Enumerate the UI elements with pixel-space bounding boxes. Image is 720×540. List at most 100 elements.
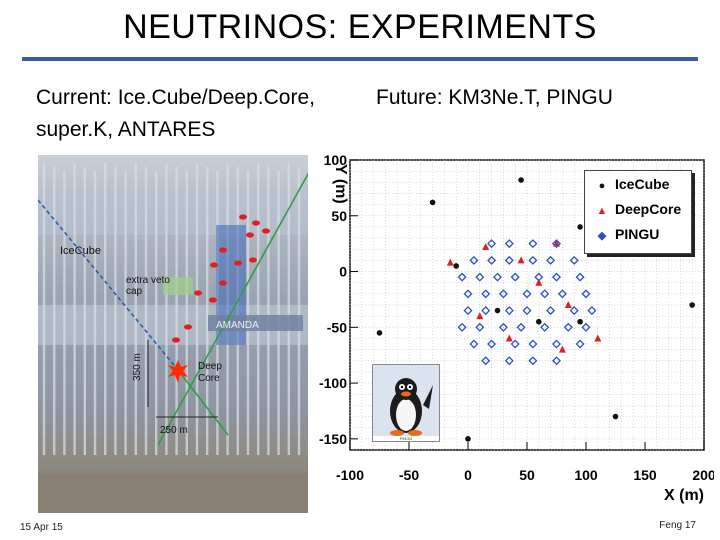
pingu-point bbox=[516, 322, 526, 332]
penguin-caption: PINGU bbox=[373, 436, 439, 441]
dom-hit bbox=[219, 247, 227, 253]
pingu-point bbox=[522, 306, 532, 316]
slide-title: NEUTRINOS: EXPERIMENTS bbox=[123, 8, 597, 46]
bullet-future-experiments: Future: KM3Ne.T, PINGU bbox=[376, 86, 613, 109]
pingu-point bbox=[551, 239, 562, 249]
veto-cap-region bbox=[163, 277, 193, 295]
icecube-point bbox=[612, 413, 619, 420]
pingu-point bbox=[522, 289, 532, 299]
dom-hit bbox=[219, 280, 227, 286]
pingu-penguin-image: PINGU bbox=[372, 364, 440, 442]
x-tick-label: 150 bbox=[633, 467, 657, 483]
legend-deepcore: ▲ DeepCore bbox=[595, 199, 682, 219]
icecube-point bbox=[689, 302, 695, 308]
label-veto-cap: extra veto cap bbox=[126, 275, 170, 297]
y-tick-label: 100 bbox=[324, 152, 348, 168]
x-axis-label: X (m) bbox=[664, 487, 704, 504]
deepcore-point bbox=[482, 243, 490, 250]
label-amanda: AMANDA bbox=[216, 320, 259, 331]
pingu-point bbox=[528, 339, 538, 349]
pingu-point bbox=[463, 306, 473, 316]
legend-pingu: ◆ PINGU bbox=[595, 224, 660, 244]
penguin-icon bbox=[390, 378, 433, 436]
dom-hit bbox=[252, 220, 260, 226]
pingu-point bbox=[463, 289, 473, 299]
pingu-point bbox=[504, 306, 514, 316]
footer-page-number: Feng 17 bbox=[659, 520, 696, 531]
dom-hit bbox=[210, 262, 218, 268]
y-axis-label: Y (m) bbox=[332, 164, 349, 204]
dom-hit bbox=[172, 337, 180, 343]
detector-drawing bbox=[38, 163, 308, 513]
plot-legend: ● IceCube ▲ DeepCore ◆ PINGU bbox=[584, 170, 692, 254]
icecube-point bbox=[465, 436, 471, 442]
y-tick-label: -100 bbox=[319, 375, 347, 391]
pingu-point bbox=[481, 356, 491, 366]
y-tick-label: -50 bbox=[327, 319, 347, 335]
pingu-point bbox=[498, 322, 508, 332]
pingu-point bbox=[504, 356, 514, 366]
pingu-point bbox=[540, 289, 550, 299]
muon-track bbox=[157, 172, 308, 446]
pingu-point bbox=[575, 272, 585, 282]
pingu-point bbox=[528, 356, 538, 366]
deepcore-point bbox=[535, 278, 543, 286]
circle-marker-icon: ● bbox=[598, 180, 606, 192]
plot-svg: -100 -50 0 50 100 150 200 -150 -100 -50 0 50 100 X (m… bbox=[319, 152, 714, 504]
pingu-point bbox=[528, 255, 538, 265]
pingu-point bbox=[487, 255, 497, 265]
y-tick-label: -150 bbox=[319, 431, 347, 447]
incoming-neutrino-track bbox=[38, 199, 179, 371]
pingu-point bbox=[546, 255, 556, 265]
deepcore-point bbox=[517, 256, 525, 264]
pingu-point bbox=[528, 239, 538, 249]
icecube-point bbox=[577, 224, 583, 230]
diamond-marker-icon: ◆ bbox=[597, 230, 607, 242]
x-tick-label: 100 bbox=[574, 467, 598, 483]
x-tick-label: -50 bbox=[399, 467, 419, 483]
pingu-point bbox=[551, 272, 562, 282]
dom-hit bbox=[184, 324, 192, 330]
pingu-point bbox=[457, 272, 467, 282]
pingu-point bbox=[510, 339, 520, 349]
dom-hit bbox=[249, 257, 257, 263]
bullet-current-experiments: Current: Ice.Cube/Deep.Core, super.K, AN… bbox=[36, 86, 315, 141]
y-tick-label: 0 bbox=[339, 264, 347, 280]
x-tick-label: 0 bbox=[464, 467, 472, 483]
pingu-point bbox=[581, 322, 591, 332]
pingu-point bbox=[587, 306, 597, 316]
pingu-point bbox=[481, 306, 491, 316]
amanda-band bbox=[208, 315, 303, 331]
icecube-point bbox=[429, 199, 436, 206]
icecube-point bbox=[536, 318, 542, 325]
icecube-detector-illustration: IceCube extra veto cap AMANDA Deep Core … bbox=[38, 155, 308, 513]
icecube-point bbox=[453, 263, 459, 269]
triangle-marker-icon: ▲ bbox=[596, 205, 608, 217]
legend-icecube: ● IceCube bbox=[595, 174, 670, 194]
label-height: 350 m bbox=[132, 353, 143, 381]
dom-hit bbox=[209, 297, 217, 303]
pingu-point bbox=[469, 255, 479, 265]
dom-hit bbox=[239, 214, 247, 220]
pingu-point bbox=[569, 306, 579, 316]
x-tick-label: -100 bbox=[336, 467, 364, 483]
deepcore-point bbox=[558, 345, 566, 353]
deepcore-point bbox=[446, 258, 454, 266]
pingu-point bbox=[575, 339, 585, 349]
icecube-point bbox=[577, 318, 583, 325]
label-width: 250 m bbox=[160, 425, 188, 436]
dom-hit bbox=[262, 228, 270, 234]
pingu-point bbox=[534, 272, 544, 282]
icecube-point bbox=[518, 177, 524, 183]
title-underline bbox=[22, 57, 698, 61]
dom-hit bbox=[194, 290, 202, 296]
pingu-point bbox=[487, 339, 497, 349]
pingu-point bbox=[504, 239, 514, 249]
pingu-point bbox=[540, 322, 550, 332]
pingu-point bbox=[551, 339, 562, 349]
deepcore-point bbox=[594, 334, 602, 342]
pingu-point bbox=[475, 322, 485, 332]
pingu-point bbox=[551, 356, 562, 366]
deepcore-point bbox=[564, 301, 572, 308]
x-tick-label: 200 bbox=[692, 467, 714, 483]
